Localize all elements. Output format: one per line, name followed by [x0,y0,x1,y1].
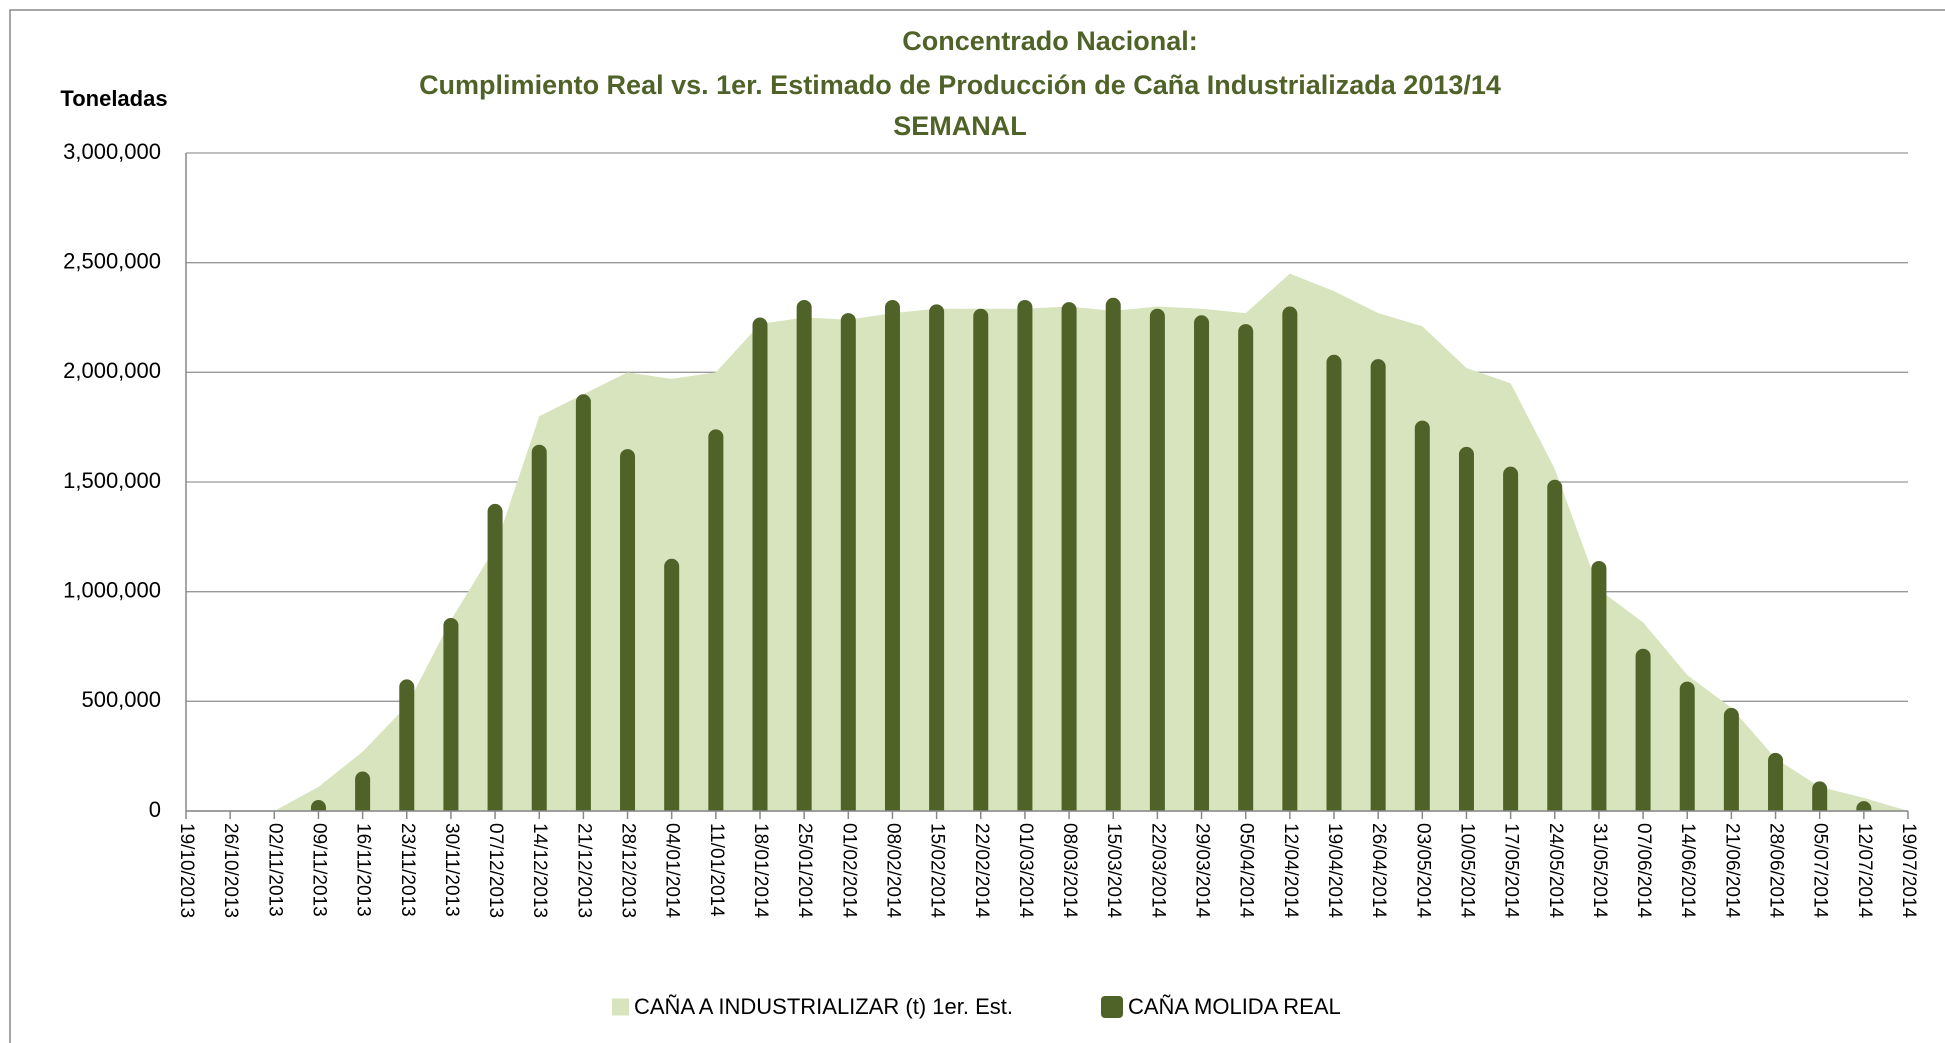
bar [1679,681,1695,811]
bar [443,617,459,811]
x-tick-label: 05/07/2014 [1810,823,1831,919]
x-tick-label: 26/04/2014 [1368,823,1389,919]
x-tick-label: 12/04/2014 [1280,823,1301,919]
bar [1282,306,1298,811]
bar [929,304,945,811]
y-tick-label: 1,000,000 [63,577,161,602]
bar [1149,308,1165,811]
y-tick-label: 2,500,000 [63,248,161,273]
y-tick-label: 1,500,000 [63,468,161,493]
bar [664,558,680,811]
x-tick-label: 08/02/2014 [882,823,903,919]
legend-swatch [1101,996,1123,1018]
bar [973,308,989,811]
x-tick-label: 01/03/2014 [1015,823,1036,919]
x-tick-label: 29/03/2014 [1192,823,1213,919]
y-tick-label: 2,000,000 [63,358,161,383]
x-tick-label: 19/04/2014 [1324,823,1345,919]
x-tick-label: 08/03/2014 [1059,823,1080,919]
x-tick-label: 09/11/2013 [308,823,329,917]
x-tick-label: 22/02/2014 [971,823,992,919]
y-tick-label: 500,000 [81,687,161,712]
bar [1105,297,1121,811]
x-tick-label: 31/05/2014 [1589,823,1610,919]
bar [355,771,371,811]
bar [1591,560,1607,811]
x-tick-label: 28/06/2014 [1766,823,1787,919]
y-axis-label: Toneladas [60,86,167,111]
x-tick-label: 11/01/2014 [706,823,727,917]
bar [1370,359,1386,811]
chart-frame [9,9,1945,1043]
bar [1414,420,1430,811]
x-tick-label: 02/11/2013 [264,823,285,917]
x-tick-label: 03/05/2014 [1412,823,1433,919]
bar [531,444,547,811]
bar [1503,466,1519,811]
x-tick-label: 18/01/2014 [750,823,771,919]
bar [487,503,503,811]
x-tick-label: 21/06/2014 [1721,823,1742,919]
legend-label: CAÑA MOLIDA REAL [1128,994,1341,1019]
x-tick-label: 19/07/2014 [1898,823,1919,919]
x-tick-label: 07/06/2014 [1633,823,1654,919]
bar [1635,648,1651,811]
x-tick-label: 26/10/2013 [220,823,241,918]
x-tick-label: 10/05/2014 [1456,823,1477,919]
bar [1238,324,1254,811]
x-tick-label: 22/03/2014 [1147,823,1168,919]
bar [1458,446,1474,811]
bar [796,299,812,811]
legend-swatch [612,998,629,1016]
bar [1326,354,1342,811]
x-tick-label: 05/04/2014 [1236,823,1257,919]
x-tick-label: 07/12/2013 [485,823,506,918]
bar [575,394,591,811]
bar [1812,781,1828,811]
bar [1768,752,1784,811]
x-tick-label: 15/03/2014 [1103,823,1124,919]
bar [884,299,900,811]
x-tick-label: 16/11/2013 [353,823,374,917]
bar [752,317,768,811]
bar [840,313,856,811]
y-tick-label: 3,000,000 [63,139,161,164]
bar [1017,299,1033,811]
x-tick-label: 30/11/2013 [441,823,462,917]
bar [310,800,326,811]
x-tick-label: 15/02/2014 [927,823,948,919]
x-tick-label: 12/07/2014 [1854,823,1875,919]
x-tick-label: 19/10/2013 [176,823,197,918]
bar [399,679,415,811]
bar [708,429,724,811]
x-tick-label: 04/01/2014 [662,823,683,919]
y-tick-label: 0 [149,797,161,822]
area [186,273,1908,812]
chart-title: Cumplimiento Real vs. 1er. Estimado de P… [419,70,1501,100]
x-tick-label: 28/12/2013 [618,823,639,918]
x-tick-label: 25/01/2014 [794,823,815,919]
bar [620,449,636,811]
bar [1547,479,1563,811]
chart-title: SEMANAL [893,111,1027,141]
bar [1856,801,1872,811]
x-tick-label: 14/12/2013 [529,823,550,918]
x-tick-label: 01/02/2014 [838,823,859,919]
bar [1194,315,1210,811]
x-tick-label: 24/05/2014 [1545,823,1566,919]
x-tick-label: 21/12/2013 [573,823,594,918]
x-tick-label: 17/05/2014 [1501,823,1522,919]
x-tick-label: 23/11/2013 [397,823,418,917]
legend-label: CAÑA A INDUSTRIALIZAR (t) 1er. Est. [634,994,1013,1019]
x-tick-label: 14/06/2014 [1677,823,1698,919]
bar [1723,707,1739,811]
chart-title: Concentrado Nacional: [902,26,1198,56]
bar [1061,302,1077,811]
